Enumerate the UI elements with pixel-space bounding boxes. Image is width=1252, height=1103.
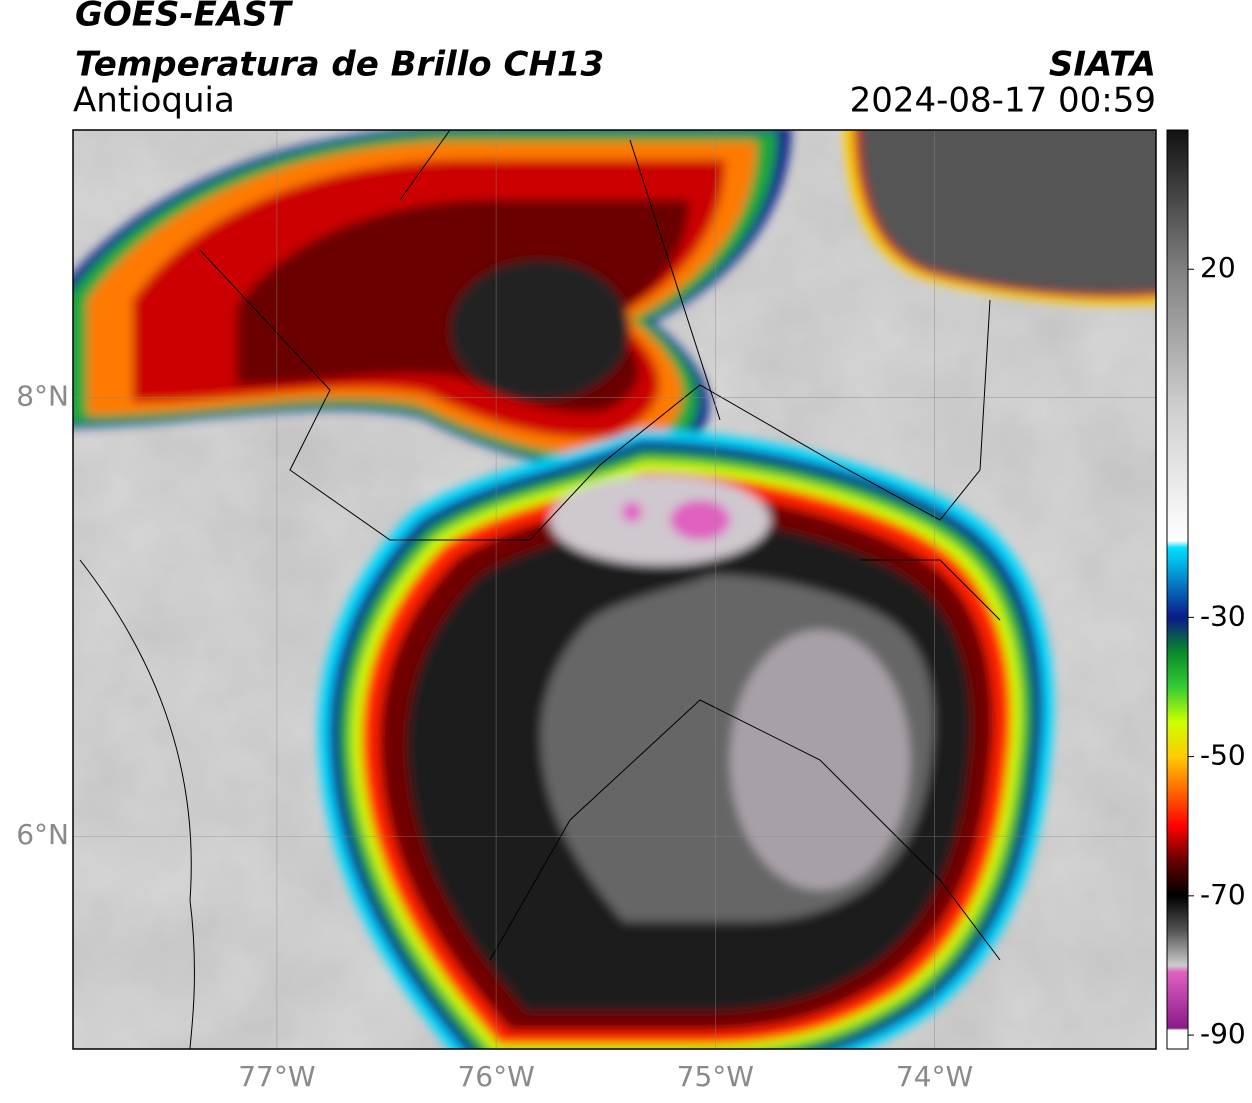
lon-tick-label: 75°W	[677, 1060, 754, 1093]
lon-tick-label: 77°W	[238, 1060, 315, 1093]
product-title: Temperatura de Brillo CH13	[75, 45, 604, 85]
region-title: Antioquia	[73, 81, 235, 121]
colorbar-tick-label: -50	[1200, 739, 1246, 772]
lat-tick-label: 8°N	[16, 380, 69, 413]
graticule	[73, 130, 1156, 1049]
colorbar-tick-label: -70	[1200, 878, 1246, 911]
lon-tick-label: 74°W	[896, 1060, 973, 1093]
borders	[79, 130, 1001, 1049]
satellite-image	[73, 130, 1156, 1049]
colorbar-tick-label: -30	[1200, 599, 1246, 632]
colorbar-tick-label: 20	[1200, 251, 1236, 284]
source-title: SIATA	[1049, 45, 1156, 85]
lon-tick-label: 76°W	[457, 1060, 534, 1093]
datetime: 2024-08-17 00:59	[850, 81, 1156, 121]
colorbar-tick-label: -90	[1200, 1017, 1246, 1050]
colorbar	[1166, 129, 1189, 1050]
satellite-title: GOES-EAST	[75, 0, 294, 35]
map-frame	[72, 129, 1157, 1050]
lat-tick-label: 6°N	[16, 818, 69, 851]
